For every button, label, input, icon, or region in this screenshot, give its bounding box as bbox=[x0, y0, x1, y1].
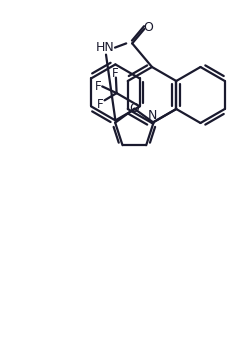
Text: O: O bbox=[129, 102, 139, 115]
Text: O: O bbox=[143, 21, 153, 34]
Text: HN: HN bbox=[95, 41, 114, 54]
Text: F: F bbox=[94, 80, 101, 93]
Text: F: F bbox=[97, 98, 104, 111]
Text: N: N bbox=[147, 109, 156, 122]
Text: F: F bbox=[111, 67, 118, 80]
